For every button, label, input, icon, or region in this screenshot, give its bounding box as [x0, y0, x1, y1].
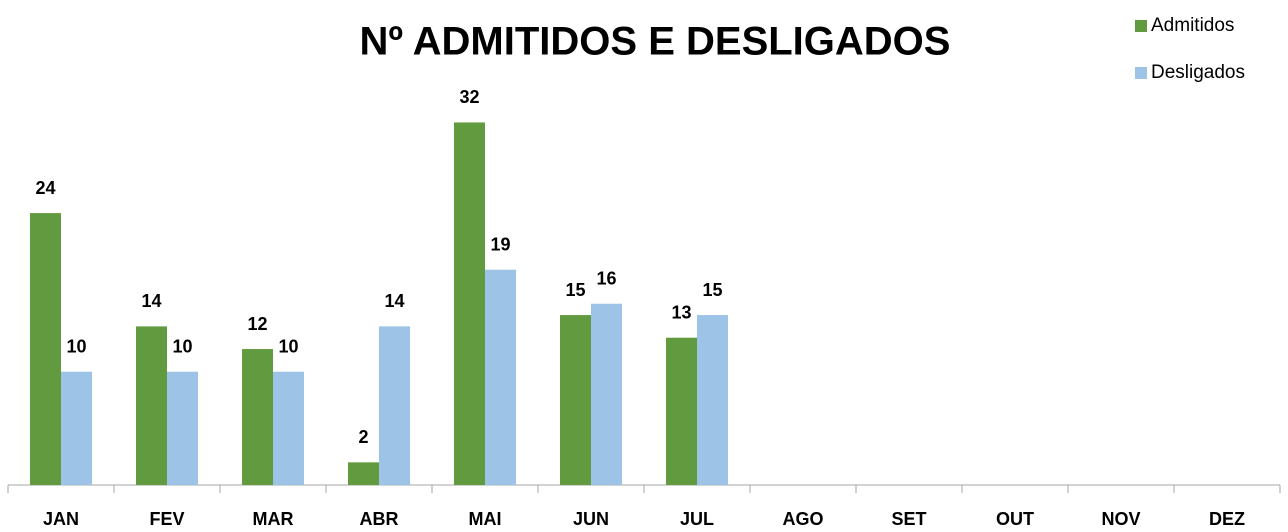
data-label: 14	[141, 291, 161, 311]
data-label: 19	[490, 234, 510, 254]
x-tick-label: FEV	[149, 509, 184, 529]
x-tick-label: NOV	[1101, 509, 1140, 529]
bar	[454, 122, 485, 485]
data-label: 2	[358, 427, 368, 447]
x-tick-label: ABR	[360, 509, 399, 529]
bar	[348, 462, 379, 485]
bar	[485, 269, 516, 485]
legend-swatch	[1135, 67, 1147, 79]
bar	[242, 349, 273, 485]
x-tick-label: MAR	[253, 509, 294, 529]
legend-label: Admitidos	[1151, 15, 1234, 36]
bar	[136, 326, 167, 485]
legend-label: Desligados	[1151, 62, 1245, 83]
x-tick-label: JUL	[680, 509, 714, 529]
data-label: 15	[565, 280, 585, 300]
data-label: 10	[172, 336, 192, 356]
data-label: 15	[702, 280, 722, 300]
bar	[697, 315, 728, 485]
x-tick-label: OUT	[996, 509, 1034, 529]
data-label: 10	[66, 336, 86, 356]
data-label: 16	[596, 268, 616, 288]
data-label: 12	[247, 314, 267, 334]
data-label: 24	[35, 178, 55, 198]
x-tick-label: JUN	[573, 509, 609, 529]
data-label: 13	[671, 302, 691, 322]
x-tick-label: JAN	[43, 509, 79, 529]
x-tick-label: MAI	[469, 509, 502, 529]
bar	[273, 371, 304, 485]
data-label: 14	[384, 291, 404, 311]
bar	[666, 337, 697, 485]
bar	[61, 371, 92, 485]
x-tick-label: SET	[891, 509, 926, 529]
bar	[560, 315, 591, 485]
x-tick-label: AGO	[782, 509, 823, 529]
x-tick-label: DEZ	[1209, 509, 1245, 529]
data-label: 10	[278, 336, 298, 356]
bar	[167, 371, 198, 485]
bar	[30, 213, 61, 485]
legend-swatch	[1135, 20, 1147, 32]
chart-title: Nº ADMITIDOS E DESLIGADOS	[360, 20, 951, 64]
bar	[591, 303, 622, 485]
bar	[379, 326, 410, 485]
data-label: 32	[459, 87, 479, 107]
